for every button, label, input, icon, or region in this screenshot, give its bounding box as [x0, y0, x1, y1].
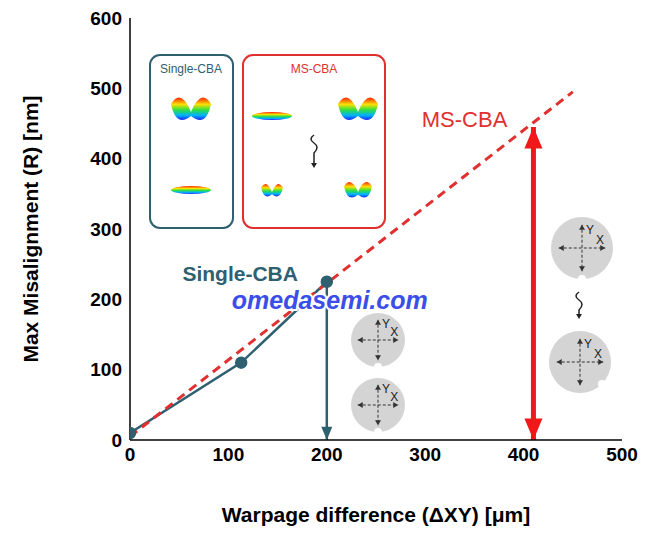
svg-text:Single-CBA: Single-CBA — [182, 262, 298, 285]
svg-text:0: 0 — [111, 430, 122, 451]
svg-text:Single-CBA: Single-CBA — [160, 62, 222, 76]
svg-text:500: 500 — [90, 78, 122, 99]
svg-text:omedasemi.com: omedasemi.com — [232, 286, 428, 314]
svg-text:X: X — [594, 347, 602, 361]
svg-text:100: 100 — [90, 359, 122, 380]
svg-text:300: 300 — [90, 219, 122, 240]
svg-text:Warpage difference (ΔXY) [μm]: Warpage difference (ΔXY) [μm] — [222, 503, 530, 526]
svg-text:400: 400 — [508, 444, 540, 465]
svg-text:Y: Y — [382, 317, 390, 331]
svg-text:MS-CBA: MS-CBA — [291, 62, 338, 76]
svg-text:600: 600 — [90, 8, 122, 29]
svg-text:300: 300 — [409, 444, 441, 465]
svg-text:Y: Y — [382, 382, 390, 396]
svg-text:Y: Y — [584, 337, 592, 351]
svg-text:100: 100 — [213, 444, 245, 465]
svg-text:X: X — [390, 390, 398, 404]
svg-text:0: 0 — [125, 444, 136, 465]
svg-text:X: X — [596, 233, 604, 247]
svg-text:Y: Y — [586, 223, 594, 237]
svg-text:400: 400 — [90, 148, 122, 169]
svg-text:MS-CBA: MS-CBA — [422, 107, 508, 132]
svg-text:500: 500 — [606, 444, 638, 465]
svg-text:200: 200 — [90, 289, 122, 310]
svg-text:X: X — [390, 325, 398, 339]
svg-text:Max Misalignment (R) [nm]: Max Misalignment (R) [nm] — [19, 95, 42, 362]
svg-text:200: 200 — [311, 444, 343, 465]
